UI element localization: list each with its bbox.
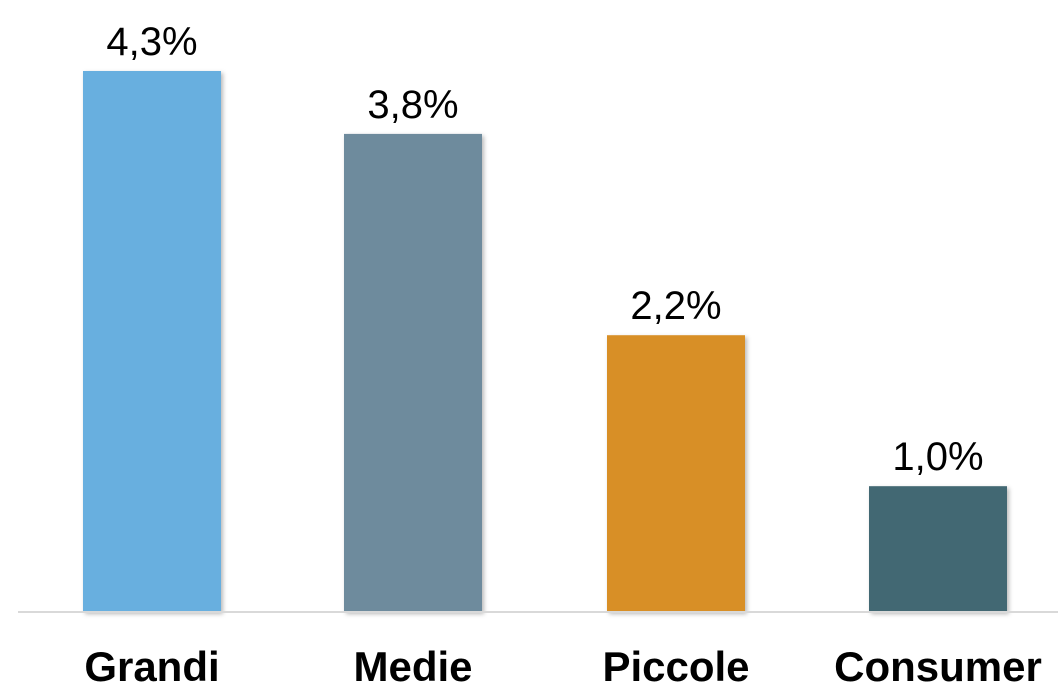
value-label-medie: 3,8%: [367, 83, 458, 127]
bar-medie: [344, 133, 482, 612]
bars-group: [83, 71, 1007, 612]
value-label-consumer: 1,0%: [892, 435, 983, 479]
value-label-grandi: 4,3%: [106, 20, 197, 64]
category-label-piccole: Piccole: [602, 643, 749, 688]
category-labels-group: Grandi Medie Piccole Consumer: [84, 643, 1042, 688]
category-label-consumer: Consumer: [834, 643, 1042, 688]
value-label-piccole: 2,2%: [630, 284, 721, 328]
bar-consumer: [869, 486, 1007, 612]
bar-grandi: [83, 71, 221, 612]
category-label-grandi: Grandi: [84, 643, 219, 688]
value-labels-group: 4,3% 3,8% 2,2% 1,0%: [106, 20, 983, 479]
bar-piccole: [607, 335, 745, 612]
category-label-medie: Medie: [353, 643, 472, 688]
